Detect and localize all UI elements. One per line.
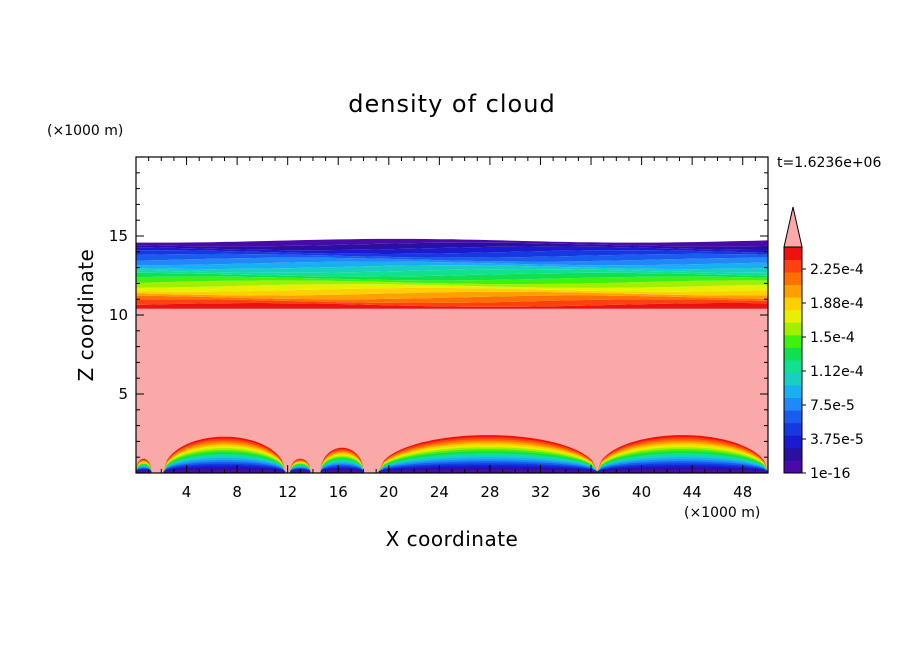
colorbar-swatch: [784, 447, 802, 461]
upper-band: [136, 287, 768, 296]
colorbar-swatch: [784, 284, 802, 298]
colorbar-label: 2.25e-4: [810, 262, 864, 278]
colorbar-swatch: [784, 385, 802, 399]
upper-band: [136, 269, 768, 277]
colorbar-label: 3.75e-5: [810, 432, 864, 448]
colorbar-label: 1.5e-4: [810, 330, 855, 346]
y-axis-label: Z coordinate: [74, 249, 98, 382]
time-label: t=1.6236e+06: [777, 155, 881, 171]
y-axis-ticks: 5 10 15: [109, 172, 768, 458]
colorbar-overflow-triangle: [783, 206, 803, 248]
upper-band: [136, 280, 768, 288]
colorbar-label: 1.12e-4: [810, 364, 864, 380]
colorbar-swatch: [784, 334, 802, 348]
surface-band: [320, 470, 364, 473]
x-tick-label: 32: [531, 483, 550, 501]
x-axis-ticks: 4 8 12 16 20 24 28 32 36 40 44 48: [148, 157, 756, 501]
surface-band: [597, 469, 768, 473]
colorbar-swatch: [784, 322, 802, 336]
colorbar-swatch: [784, 309, 802, 323]
y-tick-label: 15: [109, 227, 128, 245]
x-tick-label: 12: [278, 483, 297, 501]
x-tick-label: 28: [480, 483, 499, 501]
colorbar-swatch: [784, 360, 802, 373]
x-tick-label: 16: [329, 483, 348, 501]
surface-cloud-layer: [136, 435, 768, 473]
upper-band: [136, 272, 768, 281]
x-tick-label: 40: [632, 483, 651, 501]
x-tick-label: 44: [683, 483, 702, 501]
colorbar-swatch: [784, 272, 802, 286]
upper-band: [136, 265, 768, 273]
colorbar-swatch: [784, 422, 802, 436]
upper-band: [136, 238, 768, 247]
colorbar-swatch: [784, 347, 802, 361]
x-tick-label: 4: [182, 483, 192, 501]
x-unit-label: (×1000 m): [684, 505, 760, 521]
colorbar-label: 1.88e-4: [810, 296, 864, 312]
colorbar-swatch: [784, 247, 802, 260]
colorbar-swatch: [784, 435, 802, 449]
colorbar: 2.25e-4 1.88e-4 1.5e-4 1.12e-4 7.5e-5 3.75e-5…: [783, 206, 864, 482]
upper-band: [136, 295, 768, 303]
upper-band: [136, 250, 768, 258]
colorbar-swatch: [784, 372, 802, 386]
upper-band: [136, 246, 768, 254]
colorbar-label: 1e-16: [810, 466, 850, 482]
y-tick-label: 10: [109, 306, 128, 324]
chart-title: density of cloud: [348, 90, 555, 118]
upper-band: [136, 257, 768, 266]
surface-band: [378, 469, 598, 473]
upper-cloud-bands: [136, 238, 768, 309]
x-axis-label: X coordinate: [386, 527, 519, 551]
upper-band: [136, 276, 768, 285]
upper-band: [136, 242, 768, 251]
colorbar-swatch: [784, 410, 802, 424]
upper-band: [136, 261, 768, 270]
upper-band: [136, 291, 768, 300]
x-tick-label: 8: [232, 483, 242, 501]
colorbar-swatch: [784, 297, 802, 311]
upper-band: [136, 303, 768, 309]
density-field: [136, 157, 768, 473]
colorbar-swatch: [784, 397, 802, 411]
colorbar-frame: [783, 246, 803, 474]
y-tick-label: 5: [118, 385, 128, 403]
x-tick-label: 20: [379, 483, 398, 501]
colorbar-swatch: [784, 259, 802, 273]
colorbar-label: 7.5e-5: [810, 398, 855, 414]
x-tick-label: 48: [733, 483, 752, 501]
y-unit-label: (×1000 m): [47, 123, 123, 139]
x-tick-label: 24: [430, 483, 449, 501]
x-tick-label: 36: [581, 483, 600, 501]
upper-band: [136, 284, 768, 292]
colorbar-swatch: [784, 460, 802, 474]
upper-band: [136, 299, 768, 307]
